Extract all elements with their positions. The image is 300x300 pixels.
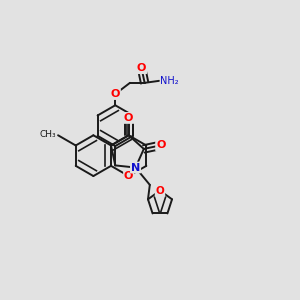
Text: CH₃: CH₃ xyxy=(39,130,56,139)
Text: N: N xyxy=(131,163,140,172)
Text: O: O xyxy=(111,89,120,99)
Text: O: O xyxy=(137,63,146,73)
Text: NH₂: NH₂ xyxy=(160,76,179,86)
Text: O: O xyxy=(124,171,134,181)
Text: O: O xyxy=(156,140,166,150)
Text: O: O xyxy=(124,113,134,123)
Text: O: O xyxy=(156,186,164,196)
